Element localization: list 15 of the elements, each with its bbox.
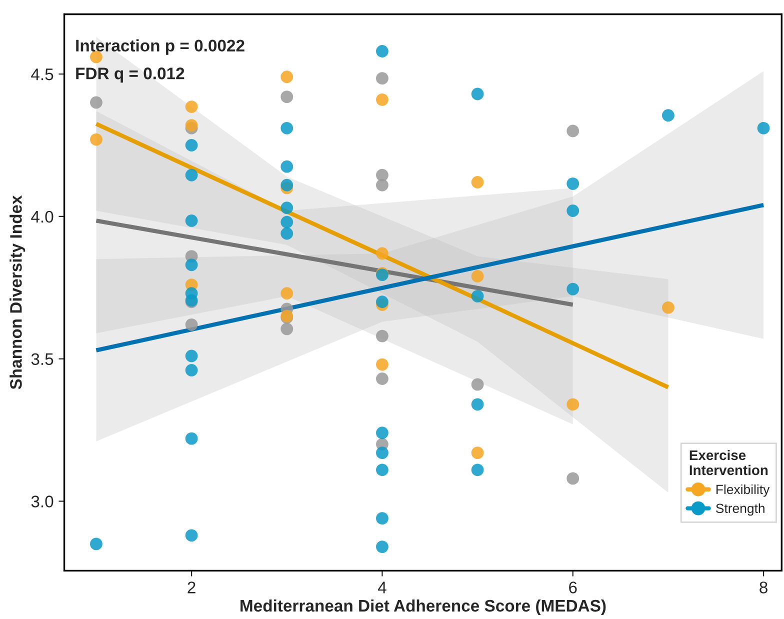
annotation: Interaction p = 0.0022 — [76, 39, 244, 55]
x-tick-label: 8 — [760, 582, 768, 594]
y-tick-label: 3.0 — [31, 496, 54, 508]
y-tick-label: 4.0 — [31, 210, 54, 223]
y-tick-label: 4.5 — [31, 68, 54, 80]
legend-label: Flexibility — [716, 484, 770, 497]
x-tick-label: 2 — [188, 582, 196, 594]
x-tick-label: 6 — [569, 582, 577, 594]
y-tick-label: 3.5 — [31, 353, 54, 366]
x-axis-title: Mediterranean Diet Adherence Score (MEDAS) — [240, 599, 606, 615]
x-tick-label: 4 — [378, 582, 386, 594]
annotation: FDR q = 0.012 — [76, 68, 184, 83]
legend-label: Strength — [716, 503, 764, 516]
legend-title: Exercise Intervention — [690, 450, 768, 476]
y-axis-title: Shannon Diversity Index — [10, 195, 26, 390]
